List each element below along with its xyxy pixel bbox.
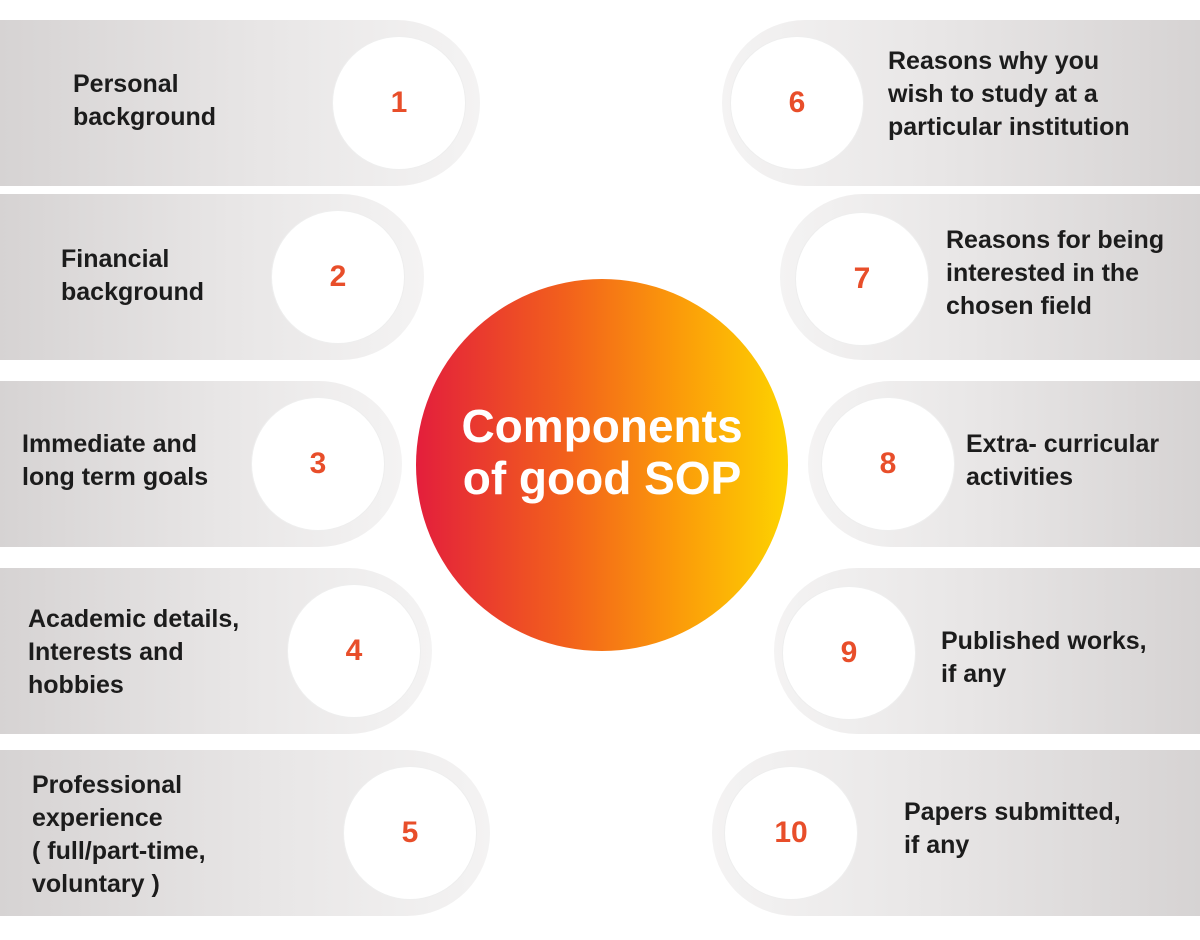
component-number-5: 5 (344, 767, 476, 899)
component-label-4: Academic details, Interests and hobbies (28, 605, 240, 699)
component-label-3: Immediate and long term goals (22, 430, 209, 491)
component-label-7: Reasons for being interested in the chos… (946, 226, 1165, 320)
component-number-1: 1 (333, 37, 465, 169)
center-title-circle: Components of good SOP (416, 279, 788, 651)
component-number-2: 2 (272, 211, 404, 343)
component-number-10: 10 (725, 767, 857, 899)
component-label-10: Papers submitted, if any (904, 798, 1121, 859)
component-label-6: Reasons why you wish to study at a parti… (888, 47, 1130, 141)
component-label-9: Published works, if any (941, 627, 1147, 688)
component-label-2: Financial background (61, 245, 205, 306)
diagram-title: Components of good SOP (461, 400, 743, 504)
component-number-7: 7 (796, 213, 928, 345)
component-number-8: 8 (822, 398, 954, 530)
component-number-9: 9 (783, 587, 915, 719)
component-number-3: 3 (252, 398, 384, 530)
component-number-6: 6 (731, 37, 863, 169)
component-label-5: Professional experience ( full/part-time… (32, 771, 206, 898)
component-label-1: Personal background (73, 70, 217, 131)
component-number-4: 4 (288, 585, 420, 717)
component-label-8: Extra- curricular activities (966, 430, 1160, 491)
